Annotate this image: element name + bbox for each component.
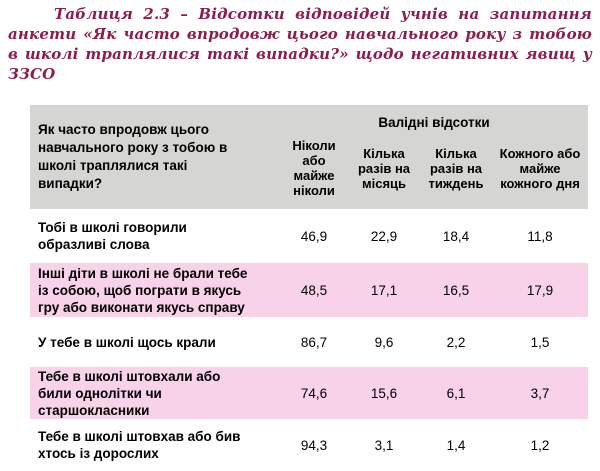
cell-value: 1,5 — [530, 334, 550, 350]
cell-value: 11,8 — [527, 228, 553, 244]
cell-value: 2,2 — [446, 334, 466, 350]
cell-value: 48,5 — [280, 263, 348, 317]
survey-results-table: Як часто впродовж цього навчального року… — [30, 105, 589, 471]
column-header-few-times-week: Кілька разів на тиждень — [420, 133, 492, 209]
table-header: Як часто впродовж цього навчального року… — [30, 105, 589, 209]
cell-value: 6,1 — [420, 367, 492, 419]
column-header-every-day: Кожного або майже кожного дня — [492, 133, 589, 209]
cell-value: 1,4 — [446, 437, 466, 453]
cell-value: 18,4 — [442, 228, 470, 244]
table-row: У тебе в школі щось крали 86,7 9,6 2,2 1… — [30, 317, 588, 367]
cell-value: 16,5 — [420, 263, 492, 317]
table-row: Інші діти в школі не брали тебе із собою… — [30, 263, 589, 317]
cell-value: 9,6 — [374, 334, 394, 350]
cell-value: 3,7 — [492, 367, 589, 419]
column-header-few-times-month: Кілька разів на місяць — [348, 133, 420, 209]
row-label: Тебе в школі штовхали або били однолітки… — [30, 367, 280, 419]
row-label: Тебе в школі штовхав або бив хтось із до… — [38, 429, 241, 461]
question-column-header: Як часто впродовж цього навчального року… — [30, 105, 280, 209]
table-row: Тобі в школі говорили образливі слова 46… — [30, 209, 588, 263]
cell-value: 94,3 — [300, 437, 328, 453]
table-row: Тебе в школі штовхали або били однолітки… — [30, 367, 589, 419]
row-label: Інші діти в школі не брали тебе із собою… — [30, 263, 280, 317]
row-label: Тобі в школі говорили образливі слова — [38, 220, 187, 252]
cell-value: 3,1 — [374, 437, 394, 453]
cell-value: 46,9 — [300, 228, 328, 244]
row-label: У тебе в школі щось крали — [38, 334, 216, 350]
cell-value: 74,6 — [280, 367, 348, 419]
table-row: Тебе в школі штовхав або бив хтось із до… — [30, 419, 588, 471]
cell-value: 15,6 — [348, 367, 420, 419]
table-caption: Таблиця 2.3 – Відсотки відповідей учнів … — [8, 5, 592, 83]
column-header-never: Ніколи або майже ніколи — [280, 133, 348, 209]
cell-value: 17,9 — [492, 263, 589, 317]
cell-value: 17,1 — [348, 263, 420, 317]
cell-value: 86,7 — [300, 334, 328, 350]
cell-value: 22,9 — [370, 228, 398, 244]
valid-percent-group-header: Валідні відсотки — [280, 105, 589, 133]
cell-value: 1,2 — [530, 437, 550, 453]
